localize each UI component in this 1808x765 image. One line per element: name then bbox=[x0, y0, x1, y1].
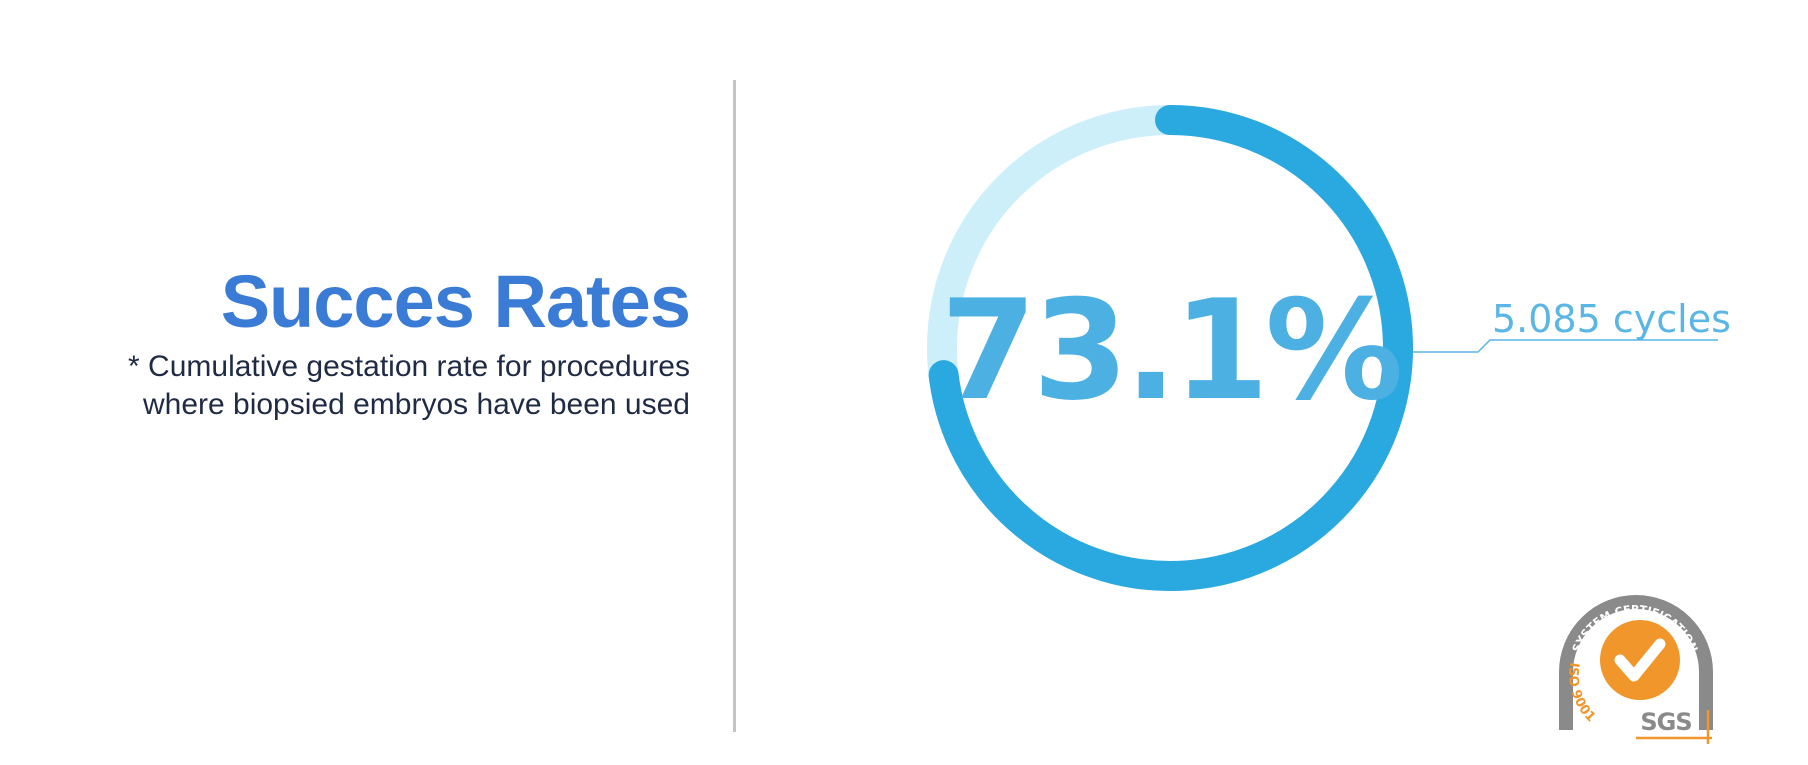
page-title: Succes Rates bbox=[220, 260, 691, 343]
subtitle-line-2: where biopsied embryos have been used bbox=[142, 388, 690, 421]
heading-block: Succes Rates * Cumulative gestation rate… bbox=[30, 258, 691, 424]
annotation-label: 5.085 cycles bbox=[1492, 297, 1731, 341]
annotation-leader-line bbox=[1413, 339, 1718, 353]
subtitle-line-1: * Cumulative gestation rate for procedur… bbox=[128, 350, 690, 383]
gauge-value-label: 73.1% bbox=[941, 270, 1400, 431]
check-icon bbox=[1614, 638, 1666, 682]
vertical-divider bbox=[733, 80, 736, 732]
certification-badge: SYSTEM CERTIFICATION ISO 9001 SGS bbox=[1559, 595, 1713, 744]
badge-brand-text: SGS bbox=[1640, 708, 1691, 736]
gauge-progress-arc bbox=[928, 105, 1413, 591]
badge-horseshoe-shape bbox=[1559, 595, 1713, 730]
